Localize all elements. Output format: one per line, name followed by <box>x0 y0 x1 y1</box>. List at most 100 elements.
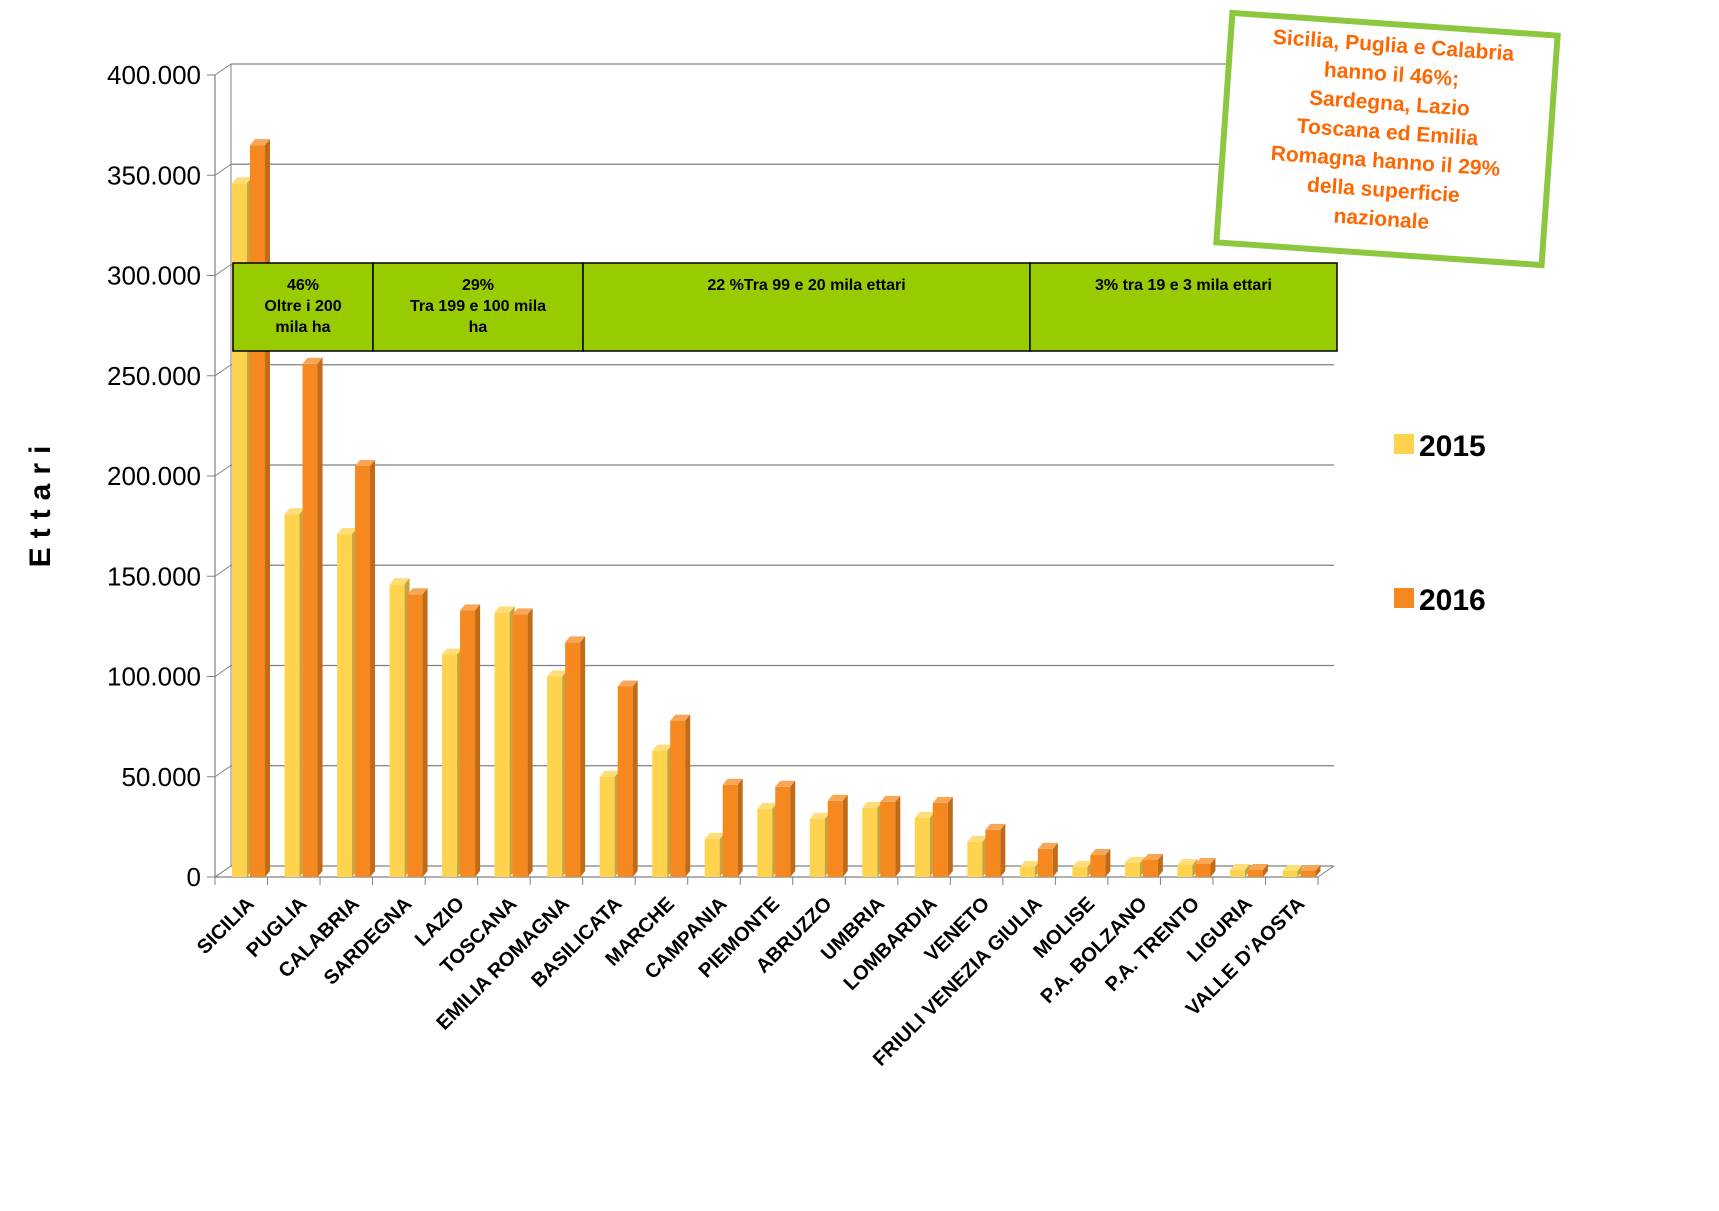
bar-2015 <box>337 528 358 877</box>
bar-side <box>265 139 270 878</box>
bar-2016 <box>1037 842 1058 877</box>
range-band-label: mila ha <box>275 319 330 336</box>
bar-2015 <box>1072 860 1093 877</box>
bar-side <box>370 459 376 877</box>
floor-edge-right <box>1317 865 1335 878</box>
y-tick-label: 150.000 <box>107 561 201 591</box>
range-band-label: 46% <box>287 277 319 294</box>
bar-side <box>1262 863 1268 877</box>
bar-front <box>302 363 318 878</box>
bar-top <box>652 744 673 751</box>
bar-top <box>1300 864 1321 871</box>
bar-top <box>1072 860 1093 867</box>
bar-front <box>652 750 668 877</box>
range-band: 29% Tra 199 e 100 mila ha <box>372 262 584 352</box>
bar-2016 <box>250 139 270 878</box>
gridline-diag <box>214 464 232 477</box>
bar-top <box>722 778 743 785</box>
bar-side <box>1052 842 1058 877</box>
bar-front <box>985 829 1001 877</box>
bar-side <box>947 796 953 877</box>
legend-item: 2016 <box>1394 584 1486 617</box>
bar-side <box>422 588 428 877</box>
bar-front <box>967 841 983 877</box>
bar-top <box>389 578 410 585</box>
x-tick-labels: SICILIAPUGLIACALABRIASARDEGNALAZIOTOSCAN… <box>193 893 1309 1071</box>
range-band-label: ha <box>469 319 488 336</box>
bar-side <box>632 680 638 877</box>
legend-label: 2015 <box>1419 430 1486 463</box>
bar-front <box>355 465 371 877</box>
axis-layer: 0 50.000 100.000 150.000 200.000 250.000 300.0… <box>107 60 1319 892</box>
gridline-diag <box>214 564 232 577</box>
range-band: 22 %Tra 99 e 20 mila ettari <box>582 262 1031 352</box>
bar-front <box>617 686 633 877</box>
bar-front <box>460 610 476 877</box>
gridline-diag <box>214 264 232 276</box>
range-band-box <box>232 262 374 352</box>
y-axis-title: Ettari <box>24 437 57 568</box>
bar-front <box>809 818 825 877</box>
bar-front <box>1300 870 1316 877</box>
bar-side <box>1244 863 1250 877</box>
bar-top <box>355 459 376 466</box>
bar-top <box>809 812 830 819</box>
bar-top <box>704 832 725 839</box>
gridline-diag <box>214 865 232 878</box>
bar-2015 <box>284 508 305 877</box>
bar-top <box>1282 864 1303 871</box>
y-tick-label: 400.000 <box>107 60 201 90</box>
bar-front <box>914 817 930 877</box>
bar-front <box>1177 864 1193 877</box>
bar-2015 <box>704 832 725 877</box>
bars-layer <box>232 139 1321 878</box>
bar-front <box>1142 859 1158 877</box>
bar-2015 <box>757 802 778 877</box>
gridline-diag <box>214 163 232 176</box>
bar-front <box>599 776 615 877</box>
y-tick-label: 250.000 <box>107 361 201 391</box>
bar-2016 <box>1195 857 1216 877</box>
callout-border <box>1213 9 1561 269</box>
bar-top <box>250 139 270 146</box>
bar-2016 <box>722 778 743 877</box>
bar-top <box>284 508 305 515</box>
bar-top <box>1142 853 1163 860</box>
bar-2016 <box>932 796 953 877</box>
bar-2016 <box>1247 863 1268 877</box>
legend-label: 2016 <box>1419 584 1486 617</box>
bar-top <box>1124 856 1145 863</box>
bar-2015 <box>1177 858 1198 877</box>
bar-front <box>389 584 405 877</box>
bar-2016 <box>302 357 323 878</box>
range-band-box <box>1029 262 1338 352</box>
bar-2015 <box>599 770 620 877</box>
bar-2015 <box>494 606 515 877</box>
bar-side <box>737 778 743 877</box>
bar-front <box>932 802 948 877</box>
bar-2016 <box>775 780 796 877</box>
bar-2016 <box>565 636 586 877</box>
bar-side <box>790 780 796 877</box>
bar-top <box>1090 848 1111 855</box>
bar-front <box>1037 848 1053 877</box>
range-band-box <box>582 262 1031 352</box>
bar-2015 <box>389 578 410 877</box>
bar-top <box>1019 860 1040 867</box>
bar-side <box>580 636 586 877</box>
bar-side <box>685 714 691 877</box>
bar-top <box>967 835 988 842</box>
bar-front <box>284 514 300 877</box>
bar-2016 <box>827 794 848 877</box>
bar-top <box>337 528 358 535</box>
y-tick-label: 350.000 <box>107 160 201 190</box>
bar-top <box>232 177 252 184</box>
gridline-diag <box>214 63 232 76</box>
gridline-diag <box>214 364 232 377</box>
bar-front <box>1247 869 1263 877</box>
range-band: 3% tra 19 e 3 mila ettari <box>1029 262 1338 352</box>
bar-2016 <box>1300 864 1321 877</box>
bar-2016 <box>617 680 638 877</box>
bar-2016 <box>1090 848 1111 877</box>
